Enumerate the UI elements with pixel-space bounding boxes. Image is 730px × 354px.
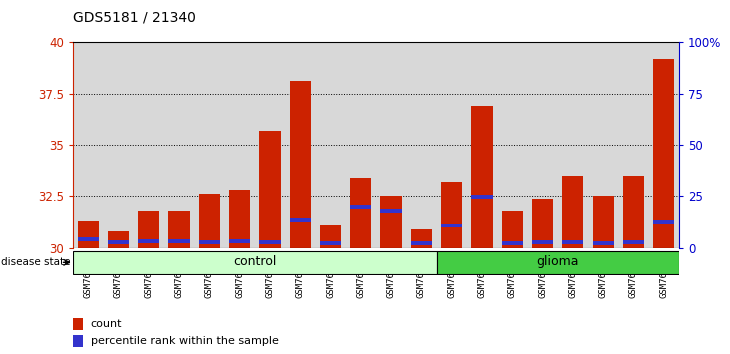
Bar [320, 225, 341, 248]
Bar [588, 42, 618, 248]
Text: glioma: glioma [537, 255, 579, 268]
Bar [441, 182, 462, 248]
Bar [290, 81, 311, 248]
Bar [350, 205, 372, 209]
Bar [558, 42, 588, 248]
Bar [77, 237, 99, 241]
Bar [285, 42, 315, 248]
Bar [593, 241, 614, 245]
Bar [380, 196, 402, 248]
Bar [502, 241, 523, 245]
Bar [259, 131, 280, 248]
Bar [623, 240, 644, 244]
Bar [497, 42, 528, 248]
Bar [562, 176, 583, 248]
Bar [73, 318, 82, 330]
Bar [593, 196, 614, 248]
Bar [437, 42, 467, 248]
Bar [73, 42, 104, 248]
Bar [104, 42, 134, 248]
Bar [502, 211, 523, 248]
Bar [472, 195, 493, 199]
Bar [138, 211, 159, 248]
Bar [532, 199, 553, 248]
Bar [108, 232, 129, 248]
Text: count: count [91, 319, 122, 329]
Bar [138, 239, 159, 243]
Bar [315, 42, 346, 248]
Bar [169, 239, 190, 243]
Bar [169, 211, 190, 248]
Bar [73, 335, 82, 347]
Bar [411, 229, 432, 248]
Text: percentile rank within the sample: percentile rank within the sample [91, 336, 279, 346]
Bar [229, 190, 250, 248]
Text: GDS5181 / 21340: GDS5181 / 21340 [73, 11, 196, 25]
Bar [290, 218, 311, 222]
Bar [229, 239, 250, 243]
Text: control: control [233, 255, 277, 268]
Bar [199, 240, 220, 244]
Bar [653, 221, 675, 224]
Bar [346, 42, 376, 248]
Bar [380, 209, 402, 213]
Bar [528, 42, 558, 248]
Bar [225, 42, 255, 248]
Text: disease state: disease state [1, 257, 70, 267]
Bar [472, 106, 493, 248]
Bar [199, 194, 220, 248]
Bar [467, 42, 497, 248]
Bar [562, 240, 583, 244]
Bar [73, 251, 437, 274]
Bar [134, 42, 164, 248]
Bar [623, 176, 644, 248]
Bar [194, 42, 225, 248]
Bar [411, 241, 432, 245]
Bar [437, 251, 679, 274]
Bar [649, 42, 679, 248]
Bar [618, 42, 649, 248]
Bar [108, 240, 129, 244]
Bar [376, 42, 407, 248]
Bar [653, 59, 675, 248]
Bar [320, 241, 341, 245]
Bar [532, 240, 553, 244]
Bar [441, 224, 462, 227]
Bar [77, 221, 99, 248]
Bar [255, 42, 285, 248]
Bar [164, 42, 194, 248]
Bar [350, 178, 372, 248]
Bar [407, 42, 437, 248]
Bar [259, 240, 280, 244]
